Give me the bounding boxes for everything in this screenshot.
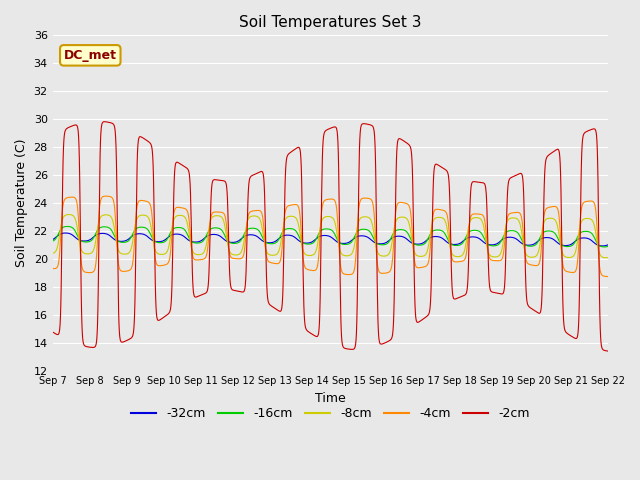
-32cm [598, 243, 606, 249]
-32cm [92, 232, 100, 238]
-16cm [296, 236, 304, 242]
-16cm [600, 244, 608, 250]
Line: -16cm: -16cm [52, 227, 608, 247]
-2cm [296, 147, 304, 153]
-16cm [63, 224, 71, 229]
-16cm [604, 243, 612, 249]
-4cm [115, 262, 122, 268]
-32cm [115, 238, 122, 244]
-8cm [49, 251, 56, 256]
-8cm [296, 231, 304, 237]
-2cm [100, 119, 108, 125]
Line: -2cm: -2cm [52, 122, 608, 351]
-4cm [365, 196, 373, 202]
-4cm [285, 203, 292, 209]
Line: -4cm: -4cm [52, 196, 608, 276]
-8cm [65, 212, 73, 217]
-4cm [49, 265, 56, 271]
-8cm [365, 215, 373, 221]
-4cm [296, 214, 304, 220]
-32cm [365, 235, 373, 241]
Y-axis label: Soil Temperature (C): Soil Temperature (C) [15, 139, 28, 267]
Text: DC_met: DC_met [64, 49, 116, 62]
-16cm [307, 241, 314, 247]
-32cm [307, 240, 314, 245]
-8cm [92, 236, 100, 242]
-32cm [285, 232, 292, 238]
-4cm [102, 193, 109, 199]
-4cm [92, 262, 99, 268]
-2cm [604, 348, 612, 354]
-16cm [365, 228, 373, 234]
Title: Soil Temperatures Set 3: Soil Temperatures Set 3 [239, 15, 422, 30]
-2cm [285, 151, 292, 157]
-8cm [602, 255, 610, 261]
-8cm [285, 214, 292, 219]
-2cm [92, 343, 99, 348]
-8cm [604, 255, 612, 261]
-8cm [115, 248, 122, 253]
-32cm [49, 237, 56, 242]
-32cm [296, 239, 304, 244]
-4cm [604, 274, 612, 279]
-32cm [604, 242, 612, 248]
-32cm [62, 230, 70, 236]
-16cm [115, 239, 122, 244]
-16cm [49, 238, 56, 244]
-2cm [115, 309, 122, 314]
-16cm [285, 226, 292, 231]
-2cm [307, 330, 314, 336]
Line: -8cm: -8cm [52, 215, 608, 258]
-2cm [365, 121, 373, 127]
X-axis label: Time: Time [315, 392, 346, 405]
-16cm [92, 230, 100, 236]
-2cm [49, 329, 56, 335]
-4cm [307, 267, 314, 273]
Line: -32cm: -32cm [52, 233, 608, 246]
-8cm [307, 252, 314, 258]
Legend: -32cm, -16cm, -8cm, -4cm, -2cm: -32cm, -16cm, -8cm, -4cm, -2cm [126, 402, 534, 425]
